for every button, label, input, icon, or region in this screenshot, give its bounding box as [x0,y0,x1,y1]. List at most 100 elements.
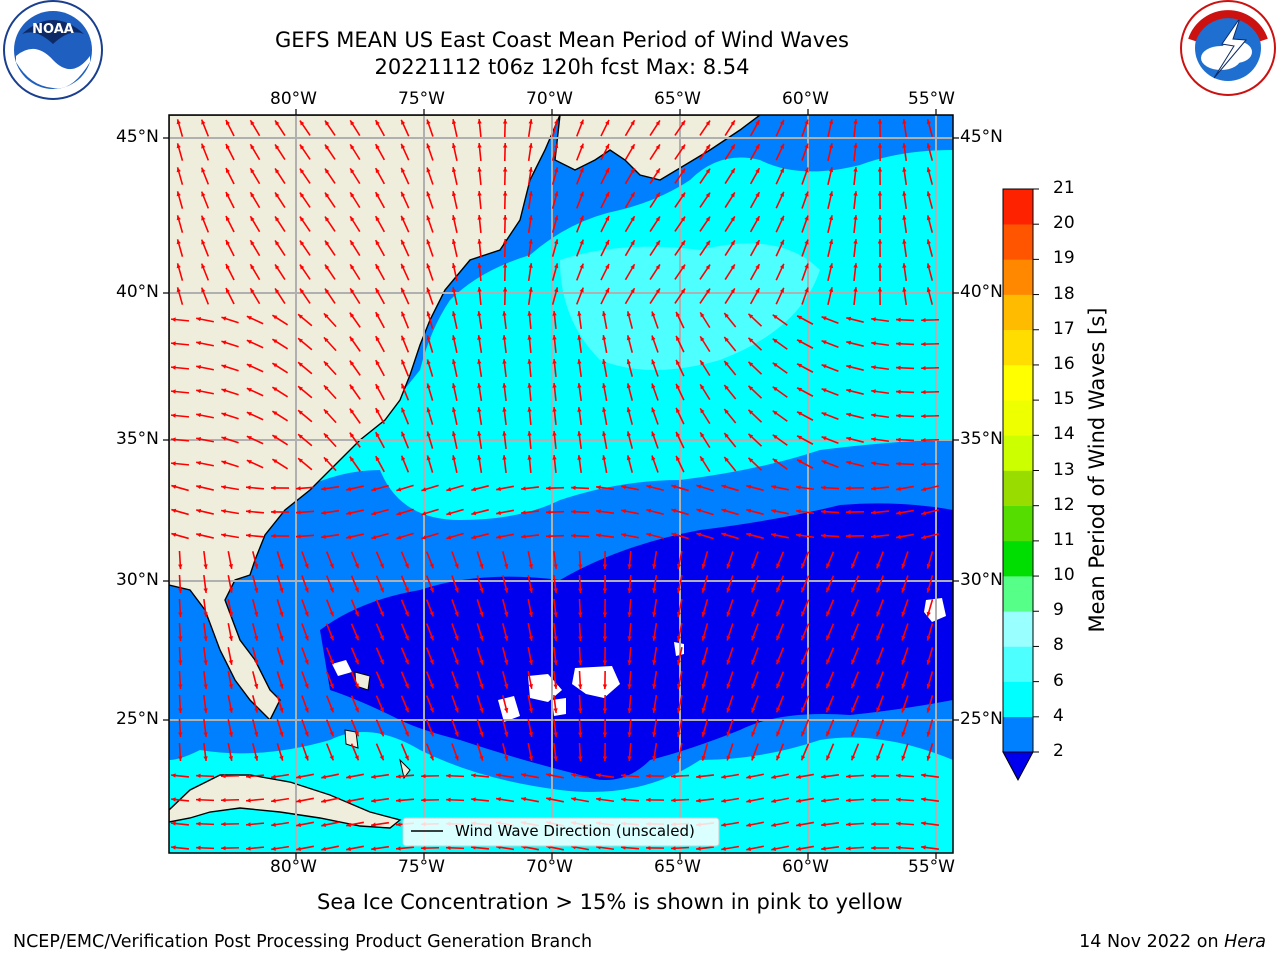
wind-arrow [926,239,934,257]
wind-arrow [675,359,685,377]
wind-arrow [724,119,736,137]
wind-arrow [675,311,685,329]
wind-arrow [726,647,734,665]
wind-arrow [827,119,834,137]
wind-arrow [746,508,764,516]
lon-label-bottom-70w: 70°W [526,857,573,877]
wind-arrow [870,773,890,779]
wind-arrow [845,798,865,803]
wind-arrow [246,411,264,421]
colorbar-swatch [1003,576,1033,612]
colorbar-tick-label: 11 [1053,529,1075,550]
wind-arrow [299,264,311,280]
wind-arrow [577,454,583,474]
wind-arrow [800,743,810,761]
wind-arrow [178,694,183,714]
wind-arrow [827,287,834,305]
wind-arrow [801,167,809,185]
wind-arrow [600,143,610,161]
wind-arrow [676,599,683,617]
wind-arrow [721,532,739,540]
wind-arrow [926,647,934,665]
wind-arrow [451,119,458,137]
period-band-6-8 [560,243,820,370]
wind-arrow [246,435,264,445]
wind-arrow [877,118,883,138]
wind-arrow [895,341,915,346]
wind-arrow [676,719,683,737]
wind-arrow [775,575,785,593]
wind-arrow [451,239,458,257]
wind-arrow [624,215,636,233]
colorbar-swatch [1003,540,1033,577]
wind-arrow [200,167,210,185]
wind-arrow [853,286,858,306]
wind-arrow [375,695,385,713]
wind-arrow [627,670,632,690]
wind-arrow [726,599,734,617]
wind-arrow [796,387,814,397]
period-band-4-6-south [169,770,953,853]
wind-arrow [425,647,435,665]
wind-arrow [801,191,809,209]
wind-arrow [621,508,639,515]
wind-arrow [902,214,908,234]
wind-arrow [926,743,934,761]
wind-arrow [501,599,509,617]
colorbar-swatch [1003,646,1033,682]
wind-arrow [276,599,284,617]
wind-arrow [324,264,336,280]
wind-arrow [227,671,233,689]
sea-ice-note: Sea Ice Concentration > 15% is shown in … [317,890,903,914]
wind-arrow [270,533,290,539]
wind-arrow [621,532,639,539]
wind-arrow [501,647,509,665]
wind-arrow [176,287,184,305]
wind-arrow [577,406,583,426]
wind-arrow [870,413,890,419]
wind-arrow [477,238,482,258]
wind-arrow [600,119,610,137]
wind-arrow [926,695,934,713]
wind-arrow [820,798,840,803]
wind-arrow [901,743,909,761]
wind-arrow [321,773,339,780]
wind-arrow [349,263,361,281]
wind-arrow [395,846,415,851]
wind-arrow [926,575,934,593]
wind-arrow [627,550,632,570]
wind-arrow [324,144,336,160]
wind-arrow [176,263,184,281]
wind-arrow [445,773,465,778]
wind-arrow [876,599,884,617]
wind-arrow [578,646,583,666]
wind-arrow [895,821,915,826]
wind-arrow [602,694,608,714]
wind-arrow [375,407,385,425]
lat-label-left-40n: 40°N [116,282,159,302]
wind-arrow [496,509,514,515]
wind-arrow [527,286,533,306]
wind-arrow [477,190,482,210]
wind-arrow [746,773,764,780]
wind-arrow [297,433,313,447]
colorbar-swatch [1003,681,1033,718]
wind-arrow [400,119,410,137]
wind-arrow [902,118,908,138]
wind-arrow [825,623,835,641]
wind-arrow [195,845,215,850]
wind-arrow [627,598,632,618]
wind-arrow [720,821,740,827]
colorbar-tick-label: 6 [1053,670,1064,691]
wind-arrow [420,797,440,803]
wind-arrow [846,364,864,371]
wind-arrow [902,166,908,186]
wind-arrow [400,263,410,281]
wind-arrow [820,822,840,827]
wind-arrow [895,773,915,778]
wind-arrow [349,360,361,376]
wind-arrow [845,509,865,515]
wind-arrow [850,647,860,665]
wind-arrow [171,532,189,540]
wind-arrow [471,533,489,540]
